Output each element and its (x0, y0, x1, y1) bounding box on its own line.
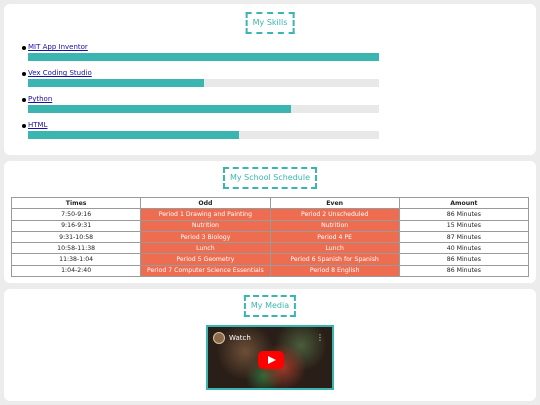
skill-link-python[interactable]: Python (28, 95, 53, 103)
cell-even: Period 8 English (269, 264, 400, 278)
cell-even: Period 4 PE (269, 230, 400, 244)
table-row: 9:31-10:58 Period 3 Biology Period 4 PE … (10, 230, 530, 244)
cell-odd: Period 5 Geometry (140, 253, 271, 266)
skill-link-mit-app-inventor[interactable]: MIT App Inventor (28, 43, 88, 51)
cell-amount: 86 Minutes (398, 208, 530, 221)
cell-even: Period 2 Unscheduled (269, 208, 400, 221)
skill-link-html[interactable]: HTML (28, 121, 48, 129)
bullet-icon (22, 124, 26, 128)
schedule-card: My School Schedule Times Odd Even Amount… (4, 161, 536, 283)
header-even: Even (269, 196, 400, 210)
cell-even: Nutrition (269, 219, 400, 232)
bullet-icon (22, 46, 26, 50)
cell-even: Period 6 Spanish for Spanish (269, 253, 400, 266)
cell-amount: 86 Minutes (398, 264, 530, 278)
skill-link-vex-coding-studio[interactable]: Vex Coding Studio (28, 69, 92, 77)
channel-avatar-icon[interactable] (213, 332, 225, 344)
skill-progress-fill (28, 53, 379, 61)
bullet-icon (22, 98, 26, 102)
cell-odd: Lunch (140, 242, 271, 255)
cell-odd: Period 1 Drawing and Painting (140, 208, 271, 221)
schedule-title: My School Schedule (222, 167, 318, 189)
more-vert-icon[interactable]: ⋮ (316, 333, 324, 342)
cell-amount: 40 Minutes (398, 242, 530, 255)
youtube-play-icon[interactable] (258, 351, 284, 369)
skill-item: Vex Coding Studio (4, 68, 536, 94)
cell-amount: 86 Minutes (398, 253, 530, 266)
skill-item: Python (4, 94, 536, 120)
skill-progress-track (28, 105, 379, 113)
skills-title: My Skills (245, 12, 295, 34)
header-odd: Odd (140, 196, 271, 210)
skill-list: MIT App Inventor Vex Coding Studio Pytho… (4, 42, 536, 146)
table-row: 9:16-9:31 Nutrition Nutrition 15 Minutes (10, 219, 530, 232)
cell-amount: 87 Minutes (398, 230, 530, 244)
skill-progress-fill (28, 79, 204, 87)
table-header-row: Times Odd Even Amount (10, 196, 530, 210)
skill-progress-track (28, 131, 379, 139)
skills-card: My Skills MIT App Inventor Vex Coding St… (4, 4, 536, 155)
cell-time: 11:38-1:04 (10, 253, 142, 266)
media-card: My Media Watch ⋮ (4, 289, 536, 401)
video-embed[interactable]: Watch ⋮ (206, 325, 334, 390)
cell-odd: Period 3 Biology (140, 230, 271, 244)
cell-even: Lunch (269, 242, 400, 255)
cell-odd: Period 7 Computer Science Essentials (140, 264, 271, 278)
cell-amount: 15 Minutes (398, 219, 530, 232)
skill-progress-fill (28, 105, 292, 113)
skill-item: HTML (4, 120, 536, 146)
skill-progress-fill (28, 131, 239, 139)
table-row: 11:38-1:04 Period 5 Geometry Period 6 Sp… (10, 253, 530, 266)
table-row: 7:50-9:16 Period 1 Drawing and Painting … (10, 208, 530, 221)
video-title[interactable]: Watch (229, 334, 251, 342)
bullet-icon (22, 72, 26, 76)
cell-time: 7:50-9:16 (10, 208, 142, 221)
cell-time: 1:04-2:40 (10, 264, 142, 278)
media-title: My Media (243, 295, 297, 317)
header-times: Times (10, 196, 142, 210)
cell-time: 9:16-9:31 (10, 219, 142, 232)
header-amount: Amount (398, 196, 530, 210)
cell-time: 9:31-10:58 (10, 230, 142, 244)
table-row: 1:04-2:40 Period 7 Computer Science Esse… (10, 264, 530, 278)
skill-progress-track (28, 79, 379, 87)
schedule-table: Times Odd Even Amount 7:50-9:16 Period 1… (10, 196, 530, 278)
skill-item: MIT App Inventor (4, 42, 536, 68)
cell-time: 10:58-11:38 (10, 242, 142, 255)
table-row: 10:58-11:38 Lunch Lunch 40 Minutes (10, 242, 530, 255)
cell-odd: Nutrition (140, 219, 271, 232)
skill-progress-track (28, 53, 379, 61)
